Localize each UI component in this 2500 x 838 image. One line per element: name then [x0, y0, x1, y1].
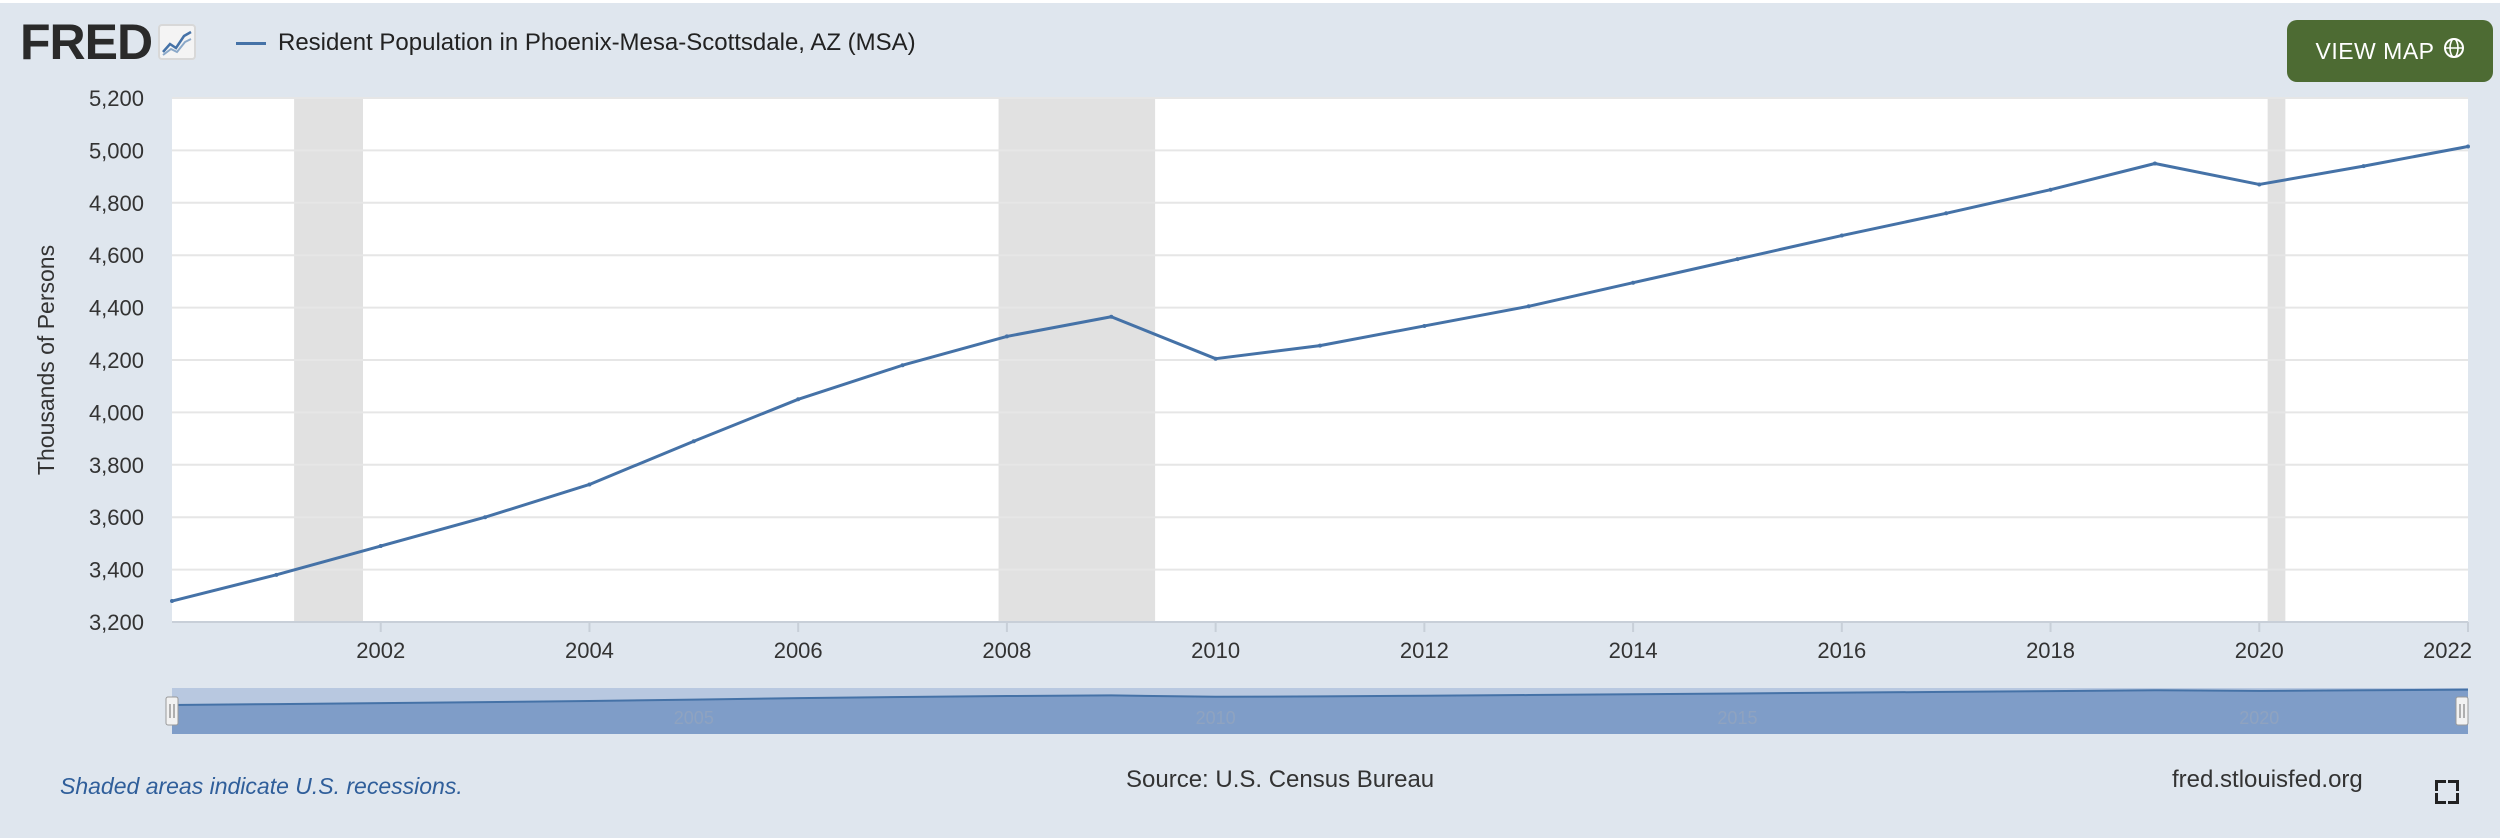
series-point: [1631, 280, 1636, 285]
series-point: [483, 515, 488, 520]
series-point: [1109, 314, 1114, 319]
y-tick-label: 5,000: [89, 138, 144, 163]
y-axis-label: Thousands of Persons: [33, 245, 59, 475]
series-point: [1526, 304, 1531, 309]
x-tick-label: 2018: [2026, 638, 2075, 663]
series-point: [1004, 334, 1009, 339]
chart-legend: Resident Population in Phoenix-Mesa-Scot…: [236, 26, 916, 60]
source-note: Source: U.S. Census Bureau: [1126, 766, 1435, 793]
legend-label: Resident Population in Phoenix-Mesa-Scot…: [278, 29, 916, 56]
legend-swatch: [236, 41, 266, 45]
globe-icon: [2443, 37, 2465, 65]
y-tick-label: 3,800: [89, 453, 144, 478]
site-link[interactable]: fred.stlouisfed.org: [2172, 766, 2363, 793]
y-tick-label: 4,200: [89, 348, 144, 373]
series-point: [1735, 257, 1740, 262]
navigator-series-area: [172, 689, 2468, 734]
y-tick-label: 3,200: [89, 610, 144, 635]
series-point: [1213, 356, 1218, 361]
navigator-tick-label: 2010: [1196, 708, 1236, 728]
fullscreen-corner: [2435, 793, 2446, 804]
range-navigator[interactable]: 2005 2010 2015 2020: [165, 688, 2469, 734]
navigator-right-handle[interactable]: [2455, 696, 2469, 726]
series-point: [1318, 343, 1322, 348]
series-point: [1944, 211, 1949, 216]
logo-text: FRED: [20, 14, 153, 70]
series-point: [274, 572, 279, 577]
chart-area: 3,200 3,400 3,600 3,800 4,000 4,200 4,400 4,600…: [33, 86, 2472, 734]
y-tick-label: 3,600: [89, 505, 144, 530]
y-tick-label: 4,600: [89, 243, 144, 268]
fullscreen-icon[interactable]: [2435, 780, 2459, 804]
y-tick-label: 3,400: [89, 558, 144, 583]
series-point: [900, 363, 905, 368]
x-tick-label: 2012: [1400, 638, 1449, 663]
fred-logo[interactable]: FRED: [20, 14, 197, 70]
series-point: [2466, 144, 2470, 149]
series-point: [2048, 187, 2053, 192]
fullscreen-corner: [2435, 780, 2446, 791]
view-map-button[interactable]: VIEW MAP: [2287, 20, 2493, 82]
navigator-left-handle[interactable]: [165, 696, 179, 726]
series-point: [587, 482, 592, 487]
x-tick-label: 2004: [565, 638, 614, 663]
series-point: [796, 397, 801, 402]
series-point: [1422, 323, 1427, 328]
series-point: [2152, 161, 2157, 166]
x-tick-label: 2020: [2235, 638, 2284, 663]
fullscreen-corner: [2448, 793, 2459, 804]
y-tick-label: 4,400: [89, 296, 144, 321]
x-tick-label: 2006: [774, 638, 823, 663]
x-tick-label: 2014: [1609, 638, 1658, 663]
view-map-label: VIEW MAP: [2315, 37, 2435, 64]
series-point: [378, 544, 383, 549]
series-point: [2257, 182, 2262, 187]
x-tick-label: 2010: [1191, 638, 1240, 663]
navigator-series-line: [171, 688, 2469, 706]
logo-graph-icon: [158, 24, 197, 60]
series-point: [691, 439, 696, 444]
x-tick-label: 2008: [982, 638, 1031, 663]
top-divider: [0, 0, 2500, 3]
navigator-tick-label: 2015: [1717, 708, 1757, 728]
navigator-tick-label: 2020: [2239, 708, 2279, 728]
series-point: [1839, 233, 1844, 238]
y-tick-label: 4,000: [89, 400, 144, 425]
x-tick-label: 2022: [2423, 638, 2472, 663]
fullscreen-corner: [2448, 780, 2459, 791]
y-tick-label: 4,800: [89, 191, 144, 216]
x-tick-label: 2016: [1817, 638, 1866, 663]
recession-note: Shaded areas indicate U.S. recessions.: [60, 773, 463, 799]
y-tick-label: 5,200: [89, 86, 144, 111]
x-tick-label: 2002: [356, 638, 405, 663]
series-point: [170, 599, 174, 604]
navigator-tick-label: 2005: [674, 708, 714, 728]
series-point: [2361, 164, 2366, 169]
